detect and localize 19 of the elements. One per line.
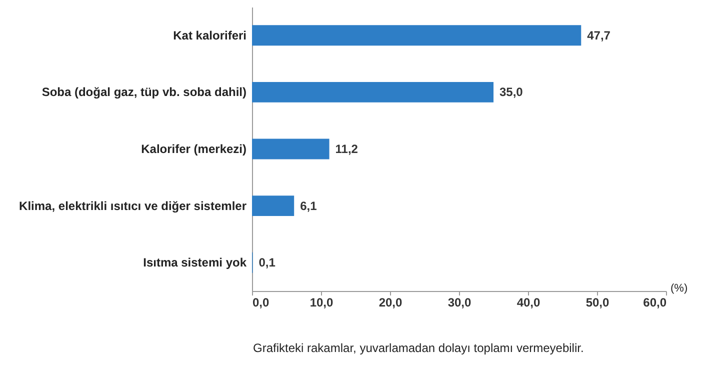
x-axis-title: (%) [670,282,688,294]
y-tick-label: Klima, elektrikli ısıtıcı ve diğer sistemler [19,198,247,213]
y-tick-label: Isıtma sistemi yok [143,256,247,270]
x-tick-label: 20,0 [378,296,402,310]
data-label: 11,2 [335,142,358,156]
data-label: 47,7 [587,28,611,42]
x-tick-label: 10,0 [310,296,334,310]
y-tick-label: Kat kaloriferi [173,28,246,42]
data-label: 6,1 [300,198,318,213]
x-tick-label: 60,0 [643,296,667,310]
x-tick-label: 40,0 [516,296,540,310]
data-label: 35,0 [500,85,524,100]
x-tick-label: 50,0 [586,296,610,310]
y-tick-label: Kalorifer (merkezi) [141,142,246,156]
data-label: 0,1 [258,256,276,270]
y-tick-label: Soba (doğal gaz, tüp vb. soba dahil) [42,85,246,100]
text: Grafikteki rakamlar, yuvarlamadan dolayı toplamı vermeyebilir. [253,341,584,355]
x-tick-label: 30,0 [448,296,472,310]
x-tick-label: 0,0 [252,296,270,310]
